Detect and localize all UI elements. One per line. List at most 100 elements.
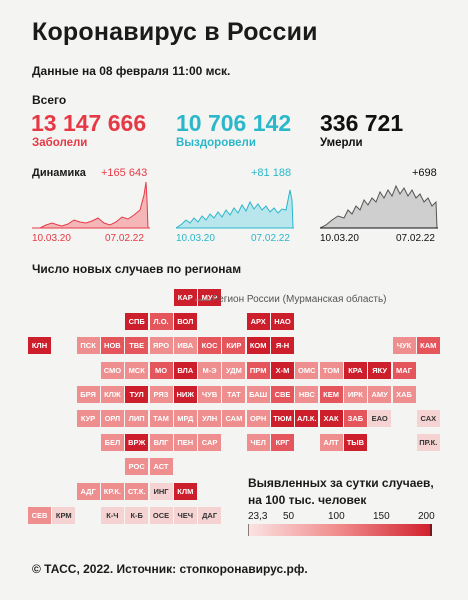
region-tile: НОВ <box>100 337 124 355</box>
region-tile: ХАК <box>319 410 343 427</box>
died-delta: +698 <box>412 167 437 179</box>
region-tile: САМ <box>222 410 246 427</box>
region-tile: ЕАО <box>368 410 392 427</box>
region-tile: КРА <box>343 361 367 379</box>
legend-gradient-bar <box>248 524 432 536</box>
region-tile: М-Э <box>198 361 222 379</box>
region-tile: БАШ <box>246 385 270 403</box>
region-tile: СТ.К. <box>125 482 149 500</box>
died-sparkline <box>320 184 438 229</box>
recovered-end-date: 07.02.22 <box>251 233 290 244</box>
region-tile: АМУ <box>368 385 392 403</box>
region-tile: ВОЛ <box>173 313 197 331</box>
callout-line <box>195 299 211 301</box>
region-tile: АЛТ <box>319 434 343 452</box>
region-tile: Я-Н <box>271 337 294 355</box>
region-tile: ПР.К. <box>416 434 440 452</box>
region-tile: ИРК <box>343 385 367 403</box>
region-tile: УДМ <box>222 361 246 379</box>
infected-area <box>32 181 149 229</box>
region-tile: КРГ <box>271 434 294 452</box>
died-label: Умерли <box>320 137 363 149</box>
infected-delta: +165 643 <box>101 167 148 179</box>
region-tile: НАО <box>271 313 294 331</box>
region-tile: АРХ <box>246 313 270 331</box>
legend-title: Выявленных за сутки случаев, на 100 тыс.… <box>248 475 448 509</box>
region-tile: ПРМ <box>246 361 270 379</box>
region-tile: МО <box>149 361 173 379</box>
region-callout: Регион России (Мурманская область) <box>212 294 387 305</box>
region-tile: АЛ.К. <box>295 410 319 427</box>
region-tile: РЯЗ <box>149 385 173 403</box>
totals-label: Всего <box>32 93 67 107</box>
region-tile: ТВЕ <box>125 337 149 355</box>
page-title: Коронавирус в России <box>32 18 318 46</box>
region-tile: САХ <box>416 410 440 427</box>
died-total: 336 721 <box>320 110 404 136</box>
region-tile: БЕЛ <box>100 434 124 452</box>
infected-total: 13 147 666 <box>31 110 147 136</box>
region-tile: КИР <box>222 337 246 355</box>
recovered-delta: +81 188 <box>251 167 292 179</box>
region-tile: К-Ч <box>100 506 124 524</box>
region-tile: ВРЖ <box>125 434 149 452</box>
legend-scale <box>248 524 432 536</box>
legend-tick: 23,3 <box>248 511 268 522</box>
region-tile: НИЖ <box>173 385 197 403</box>
recovered-sparkline <box>176 189 294 229</box>
footer-source: © ТАСС, 2022. Источник: стопкоронавирус.… <box>32 562 308 576</box>
died-end-date: 07.02.22 <box>396 233 435 244</box>
infected-end-date: 07.02.22 <box>105 233 144 244</box>
region-tile: УЛН <box>198 410 222 427</box>
region-tile: АСТ <box>149 458 173 476</box>
region-tile: ОМС <box>295 361 319 379</box>
region-tile: ОСЕ <box>149 506 173 524</box>
region-tile: ТЫВ <box>343 434 367 452</box>
region-tile: КОС <box>198 337 222 355</box>
region-tile: КАМ <box>416 337 440 355</box>
region-tile: КР.К. <box>100 482 124 500</box>
region-tile: ПЕН <box>173 434 197 452</box>
region-tile: МАГ <box>392 361 416 379</box>
region-tile: ТУЛ <box>125 385 149 403</box>
region-tile: ПСК <box>76 337 100 355</box>
region-tile: ЯКУ <box>368 361 392 379</box>
region-tile: ЧЕЧ <box>173 506 197 524</box>
region-tile: ЧУВ <box>198 385 222 403</box>
regions-title: Число новых случаев по регионам <box>32 262 242 276</box>
recovered-label: Выздоровели <box>176 137 256 149</box>
recovered-start-date: 10.03.20 <box>176 233 215 244</box>
region-tile: АДГ <box>76 482 100 500</box>
region-tile: КЛЖ <box>100 385 124 403</box>
region-tile: КАР <box>173 289 197 306</box>
region-tile: ТЮМ <box>271 410 294 427</box>
region-tile: ЗАБ <box>343 410 367 427</box>
region-tile: ЛИП <box>125 410 149 427</box>
dynamics-label: Динамика <box>32 167 86 179</box>
region-tile: ТОМ <box>319 361 343 379</box>
region-tile: САР <box>198 434 222 452</box>
region-tile: ВЛГ <box>149 434 173 452</box>
infected-label: Заболели <box>32 137 88 149</box>
region-tile: КЕМ <box>319 385 343 403</box>
region-tile: БРЯ <box>76 385 100 403</box>
legend-title-line1: Выявленных за сутки случаев, <box>248 476 434 490</box>
region-tile: ТАТ <box>222 385 246 403</box>
region-tile: РОС <box>125 458 149 476</box>
region-tile: СЕВ <box>28 506 51 524</box>
region-tile: КЛН <box>28 337 51 355</box>
region-tile: КОМ <box>246 337 270 355</box>
infected-sparkline <box>32 181 150 229</box>
region-tile: СПБ <box>125 313 149 331</box>
legend-tick: 100 <box>328 511 345 522</box>
legend-title-line2: на 100 тыс. человек <box>248 493 367 507</box>
region-tile: ИВА <box>173 337 197 355</box>
region-tile: Х-М <box>271 361 294 379</box>
region-tile: Л.О. <box>149 313 173 331</box>
region-tile: СВЕ <box>271 385 294 403</box>
region-tile: ВЛА <box>173 361 197 379</box>
infected-start-date: 10.03.20 <box>32 233 71 244</box>
region-tile: К-Б <box>125 506 149 524</box>
region-tile: ХАБ <box>392 385 416 403</box>
region-tile: ДАГ <box>198 506 222 524</box>
